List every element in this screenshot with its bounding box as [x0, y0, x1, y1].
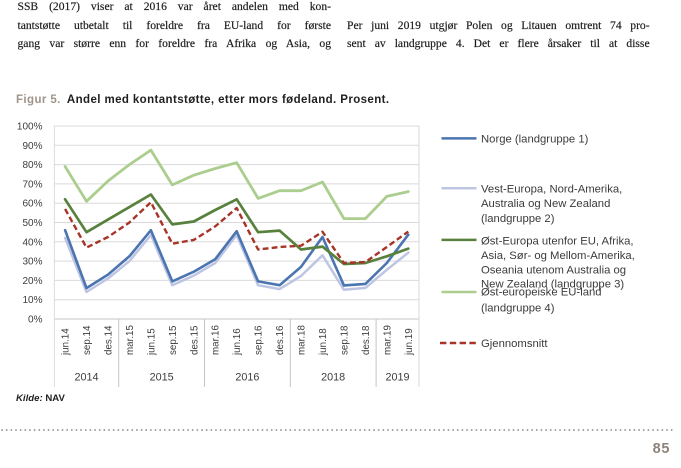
- svg-text:sep.18: sep.18: [339, 325, 350, 355]
- svg-text:40%: 40%: [22, 237, 42, 248]
- svg-text:(landgruppe 2): (landgruppe 2): [481, 213, 555, 225]
- svg-text:20%: 20%: [22, 276, 42, 287]
- svg-text:Asia, Sør- og Mellom-Amerika,: Asia, Sør- og Mellom-Amerika,: [481, 250, 635, 262]
- svg-text:jun.14: jun.14: [61, 328, 72, 356]
- svg-text:Øst-europeiske EU-land: Øst-europeiske EU-land: [481, 287, 602, 299]
- svg-text:Øst-Europa utenfor EU, Afrika,: Øst-Europa utenfor EU, Afrika,: [481, 235, 634, 247]
- svg-text:60%: 60%: [22, 199, 42, 210]
- svg-text:sep.14: sep.14: [82, 325, 93, 355]
- svg-text:10%: 10%: [22, 295, 42, 306]
- svg-text:90%: 90%: [22, 141, 42, 152]
- svg-text:2018: 2018: [321, 371, 345, 383]
- svg-text:30%: 30%: [22, 257, 42, 268]
- svg-text:80%: 80%: [22, 160, 42, 171]
- svg-text:des.14: des.14: [103, 325, 114, 355]
- svg-text:Oseania utenom Australia og: Oseania utenom Australia og: [481, 264, 626, 276]
- svg-text:2016: 2016: [235, 371, 259, 383]
- svg-text:des.18: des.18: [361, 325, 372, 355]
- svg-text:50%: 50%: [22, 218, 42, 229]
- svg-text:2019: 2019: [386, 371, 410, 383]
- svg-text:Vest-Europa, Nord-Amerika,: Vest-Europa, Nord-Amerika,: [481, 184, 622, 196]
- svg-text:0%: 0%: [28, 315, 43, 326]
- svg-text:70%: 70%: [22, 179, 42, 190]
- svg-text:2015: 2015: [150, 371, 174, 383]
- svg-text:mar.18: mar.18: [297, 324, 308, 355]
- svg-text:mar.16: mar.16: [211, 324, 222, 355]
- svg-text:New Zealand (landgruppe 3): New Zealand (landgruppe 3): [481, 279, 624, 291]
- svg-text:Gjennomsnitt: Gjennomsnitt: [481, 338, 548, 350]
- svg-text:jun.15: jun.15: [146, 328, 157, 356]
- svg-text:2014: 2014: [75, 371, 99, 383]
- svg-text:Norge (landgruppe 1): Norge (landgruppe 1): [481, 134, 589, 146]
- svg-text:(landgruppe 4): (landgruppe 4): [481, 302, 555, 314]
- svg-text:jun.19: jun.19: [404, 328, 415, 356]
- svg-text:des.16: des.16: [275, 325, 286, 355]
- svg-text:Australia og New Zealand: Australia og New Zealand: [481, 198, 610, 210]
- svg-text:sep.15: sep.15: [168, 325, 179, 355]
- svg-text:mar.19: mar.19: [382, 325, 393, 355]
- svg-text:des.15: des.15: [189, 325, 200, 355]
- svg-text:jun.18: jun.18: [318, 328, 329, 356]
- svg-text:sep.16: sep.16: [254, 325, 265, 355]
- svg-text:jun.16: jun.16: [232, 328, 243, 356]
- svg-text:100%: 100%: [17, 122, 43, 133]
- svg-text:mar.15: mar.15: [125, 324, 136, 355]
